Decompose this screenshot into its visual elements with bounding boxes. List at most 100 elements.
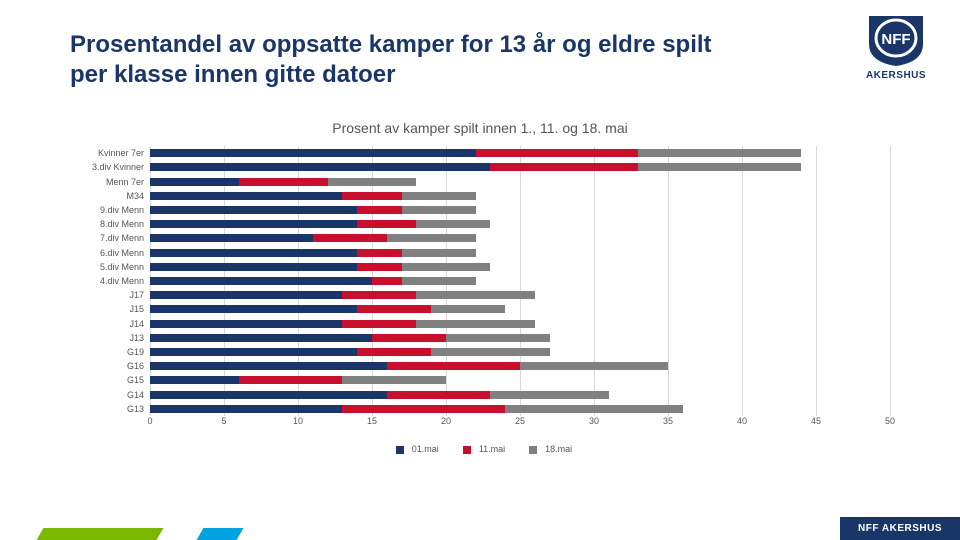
x-tick: 40 xyxy=(737,416,747,426)
bar-segment xyxy=(402,192,476,200)
slide: { "title": "Prosentandel av oppsatte kam… xyxy=(0,0,960,540)
footer-tag: NFF AKERSHUS xyxy=(840,517,960,540)
bar-segment xyxy=(150,362,387,370)
bar-segment xyxy=(342,291,416,299)
bar-segment xyxy=(638,149,801,157)
bar-segment xyxy=(150,391,387,399)
category-label: 8.div Menn xyxy=(70,219,150,229)
category-label: J14 xyxy=(70,319,150,329)
bar-segment xyxy=(342,192,401,200)
bar-segment xyxy=(490,163,638,171)
bar-segment xyxy=(387,391,491,399)
category-label: 7.div Menn xyxy=(70,233,150,243)
category-label: Menn 7er xyxy=(70,177,150,187)
bar-segment xyxy=(150,149,476,157)
bar-segment xyxy=(150,178,239,186)
chart-title: Prosent av kamper spilt innen 1., 11. og… xyxy=(70,120,890,136)
x-tick: 20 xyxy=(441,416,451,426)
category-label: G13 xyxy=(70,404,150,414)
bar-segment xyxy=(520,362,668,370)
bar-segment xyxy=(416,220,490,228)
x-tick: 50 xyxy=(885,416,895,426)
footer-accent xyxy=(197,528,244,540)
x-tick: 0 xyxy=(147,416,152,426)
category-label: G19 xyxy=(70,347,150,357)
category-label: 3.div Kvinner xyxy=(70,162,150,172)
bar-segment xyxy=(150,334,372,342)
x-tick: 5 xyxy=(221,416,226,426)
nff-shield-icon: NFF xyxy=(865,14,927,68)
x-tick: 35 xyxy=(663,416,673,426)
bar-segment xyxy=(150,163,490,171)
bar-segment xyxy=(150,206,357,214)
bar-segment xyxy=(150,277,372,285)
bar-segment xyxy=(328,178,417,186)
category-label: J17 xyxy=(70,290,150,300)
bar-row: G15 xyxy=(70,373,890,387)
bar-row: J13 xyxy=(70,331,890,345)
bar-segment xyxy=(150,291,342,299)
bar-segment xyxy=(239,178,328,186)
bar-segment xyxy=(476,149,639,157)
bar-row: 3.div Kvinner xyxy=(70,160,890,174)
bar-segment xyxy=(372,277,402,285)
bar-segment xyxy=(150,305,357,313)
bar-segment xyxy=(150,348,357,356)
bar-segment xyxy=(357,206,401,214)
category-label: 9.div Menn xyxy=(70,205,150,215)
bar-segment xyxy=(490,391,608,399)
bar-segment xyxy=(150,376,239,384)
bar-segment xyxy=(150,234,313,242)
bar-row: J15 xyxy=(70,302,890,316)
bar-segment xyxy=(342,376,446,384)
bar-segment xyxy=(342,320,416,328)
bar-row: G16 xyxy=(70,359,890,373)
bar-segment xyxy=(313,234,387,242)
chart-plot: Kvinner 7er 3.div Kvinner Menn 7er M34 9.div… xyxy=(70,146,890,446)
svg-text:NFF: NFF xyxy=(881,31,910,48)
bar-row: G14 xyxy=(70,388,890,402)
bar-segment xyxy=(446,334,550,342)
bar-segment xyxy=(402,206,476,214)
bar-row: G19 xyxy=(70,345,890,359)
bar-row: 5.div Menn xyxy=(70,260,890,274)
bar-segment xyxy=(431,305,505,313)
bar-segment xyxy=(357,249,401,257)
bar-row: Kvinner 7er xyxy=(70,146,890,160)
bar-row: Menn 7er xyxy=(70,175,890,189)
category-label: J13 xyxy=(70,333,150,343)
bar-row: M34 xyxy=(70,189,890,203)
bar-segment xyxy=(150,220,357,228)
bar-segment xyxy=(402,249,476,257)
bar-segment xyxy=(357,305,431,313)
bar-segment xyxy=(431,348,549,356)
page-title: Prosentandel av oppsatte kamper for 13 å… xyxy=(70,30,720,90)
bar-segment xyxy=(638,163,801,171)
bar-row: 6.div Menn xyxy=(70,246,890,260)
bar-segment xyxy=(372,334,446,342)
bar-row: J14 xyxy=(70,317,890,331)
bar-segment xyxy=(505,405,683,413)
bar-segment xyxy=(357,348,431,356)
category-label: J15 xyxy=(70,304,150,314)
x-tick: 30 xyxy=(589,416,599,426)
category-label: G15 xyxy=(70,375,150,385)
bar-segment xyxy=(150,249,357,257)
legend-item: 18.mai xyxy=(521,444,572,454)
bar-segment xyxy=(416,291,534,299)
category-label: G16 xyxy=(70,361,150,371)
bar-segment xyxy=(402,263,491,271)
bar-segment xyxy=(342,405,505,413)
chart: Prosent av kamper spilt innen 1., 11. og… xyxy=(70,120,890,470)
bar-row: 8.div Menn xyxy=(70,217,890,231)
logo: NFF AKERSHUS xyxy=(860,14,932,81)
bar-row: G13 xyxy=(70,402,890,416)
category-label: M34 xyxy=(70,191,150,201)
bar-segment xyxy=(416,320,534,328)
x-tick: 10 xyxy=(293,416,303,426)
legend: 01.mai11.mai18.mai xyxy=(70,444,890,454)
footer-accent xyxy=(37,528,164,540)
logo-subtext: AKERSHUS xyxy=(860,70,932,81)
x-tick: 25 xyxy=(515,416,525,426)
bar-segment xyxy=(150,320,342,328)
